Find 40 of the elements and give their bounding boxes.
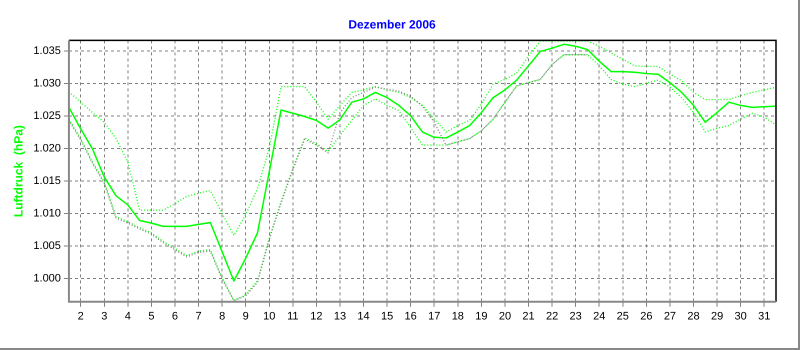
x-tick-label: 22 xyxy=(546,310,558,322)
y-tick-label: 1.010 xyxy=(33,207,61,220)
x-tick-label: 24 xyxy=(593,310,606,322)
x-tick-label: 29 xyxy=(710,310,724,322)
x-tick-label: 31 xyxy=(758,310,770,322)
x-tick-label: 18 xyxy=(452,310,464,322)
x-tick-label: 23 xyxy=(570,310,582,322)
x-tick-label: 30 xyxy=(734,310,747,322)
y-tick-label: 1.005 xyxy=(33,240,61,252)
x-tick-label: 6 xyxy=(172,310,178,322)
x-tick-label: 27 xyxy=(664,310,676,322)
x-tick-label: 2 xyxy=(78,310,84,322)
x-tick-label: 16 xyxy=(404,310,417,322)
x-tick-label: 26 xyxy=(640,310,652,322)
x-tick-label: 12 xyxy=(310,310,323,322)
x-tick-label: 25 xyxy=(616,310,629,322)
x-tick-label: 4 xyxy=(124,310,131,322)
x-tick-label: 7 xyxy=(195,310,202,322)
x-tick-label: 20 xyxy=(498,310,512,322)
x-tick-label: 15 xyxy=(380,310,394,322)
x-tick-label: 14 xyxy=(357,310,370,322)
chart-title: Dezember 2006 xyxy=(348,18,436,32)
x-tick-label: 11 xyxy=(287,310,299,322)
x-tick-label: 28 xyxy=(687,310,700,322)
x-tick-label: 5 xyxy=(148,310,154,322)
x-tick-label: 3 xyxy=(101,310,108,322)
y-tick-label: 1.030 xyxy=(33,77,61,90)
x-tick-label: 10 xyxy=(263,310,276,322)
x-tick-label: 13 xyxy=(334,310,346,322)
x-tick-label: 8 xyxy=(219,310,226,322)
y-tick-label: 1.020 xyxy=(33,142,61,154)
y-tick-label: 1.035 xyxy=(33,44,61,57)
x-tick-label: 9 xyxy=(242,310,249,322)
x-tick-label: 17 xyxy=(428,310,440,322)
x-tick-label: 19 xyxy=(475,310,488,322)
x-tick-label: 21 xyxy=(522,310,535,322)
y-tick-label: 1.025 xyxy=(33,110,61,122)
y-tick-label: 1.000 xyxy=(33,272,61,284)
y-tick-label: 1.015 xyxy=(33,174,61,187)
y-axis-title: Luftdruck (hPa) xyxy=(12,125,26,218)
